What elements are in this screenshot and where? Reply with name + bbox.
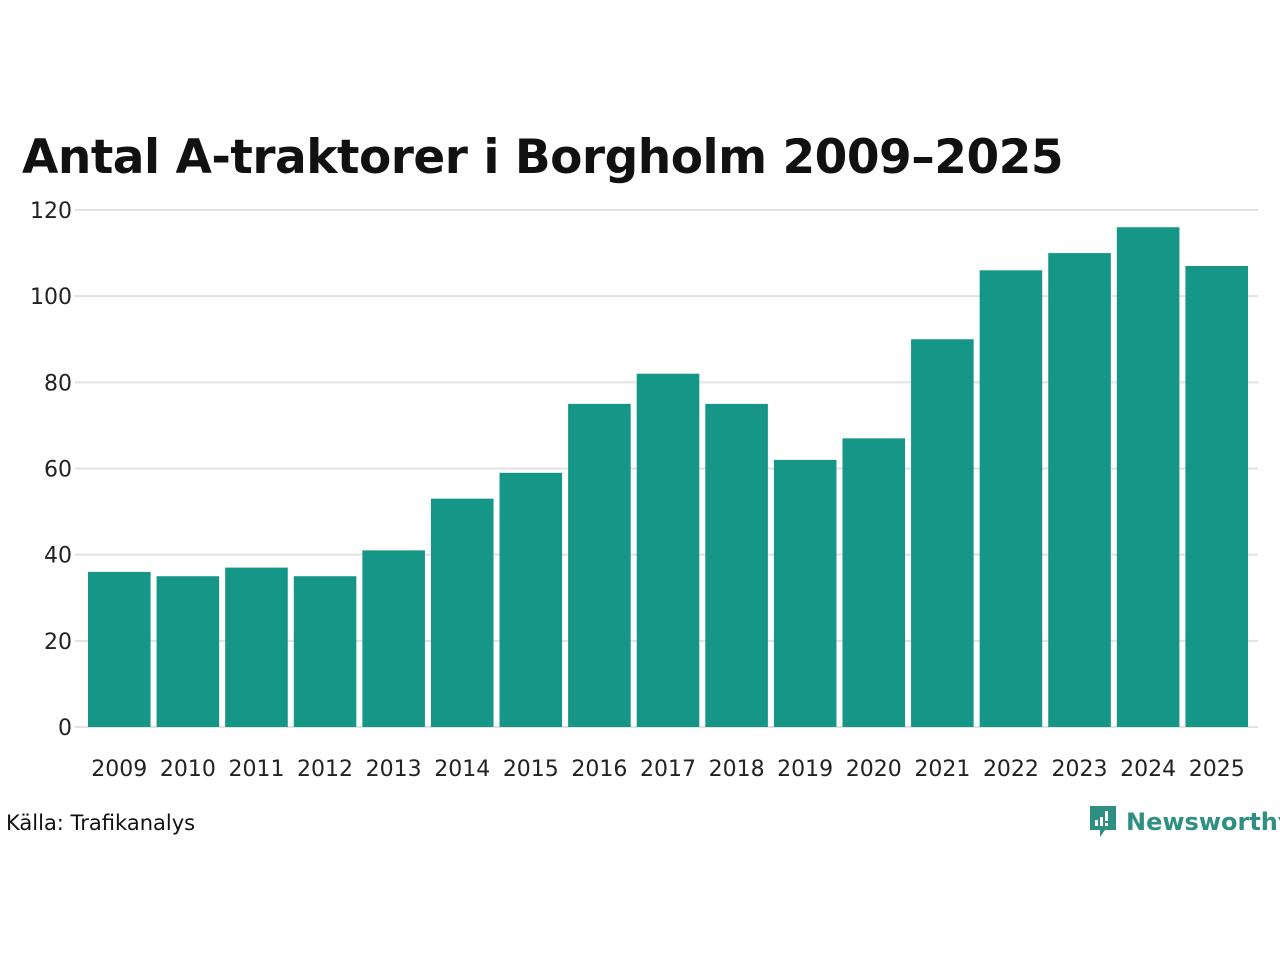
bar [568, 403, 631, 727]
y-tick-label: 120 [30, 199, 72, 224]
logo-text: Newsworthy [1126, 808, 1280, 836]
bar [430, 498, 494, 727]
x-tick-label: 2019 [777, 757, 833, 782]
source-note: Källa: Trafikanalys [6, 811, 196, 835]
y-tick-label: 100 [30, 285, 72, 310]
bar [293, 576, 357, 727]
x-tick-label: 2012 [297, 757, 353, 782]
bar [1116, 227, 1180, 727]
bar [842, 438, 906, 727]
x-tick-label: 2020 [846, 757, 902, 782]
newsworthy-logo-icon [1090, 806, 1116, 837]
x-tick-label: 2013 [366, 757, 422, 782]
x-tick-label: 2011 [228, 757, 284, 782]
x-tick-label: 2018 [709, 757, 765, 782]
x-tick-label: 2023 [1052, 757, 1108, 782]
bar [705, 403, 768, 727]
bar [499, 472, 563, 727]
chart-title: Antal A-traktorer i Borgholm 2009–2025 [22, 130, 1064, 185]
bar [1185, 266, 1248, 727]
x-tick-label: 2017 [640, 757, 696, 782]
x-tick-label: 2014 [434, 757, 490, 782]
y-tick-label: 0 [58, 716, 72, 741]
bar [773, 459, 837, 727]
x-tick-label: 2010 [160, 757, 216, 782]
bar [636, 373, 700, 727]
x-tick-label: 2025 [1189, 757, 1245, 782]
bar [156, 576, 220, 727]
x-tick-label: 2015 [503, 757, 559, 782]
y-tick-label: 80 [44, 371, 72, 396]
newsworthy-logo: Newsworthy [1088, 804, 1280, 840]
y-tick-label: 40 [44, 544, 72, 569]
bar [1048, 253, 1111, 728]
x-tick-label: 2022 [983, 757, 1039, 782]
bar [88, 571, 151, 727]
bar [225, 567, 288, 727]
bar [979, 270, 1043, 727]
bar [911, 339, 974, 727]
x-tick-label: 2021 [914, 757, 970, 782]
x-tick-label: 2009 [91, 757, 147, 782]
x-tick-label: 2024 [1120, 757, 1176, 782]
y-tick-label: 60 [44, 458, 72, 483]
y-tick-label: 20 [44, 630, 72, 655]
bar [362, 550, 425, 727]
x-tick-label: 2016 [571, 757, 627, 782]
